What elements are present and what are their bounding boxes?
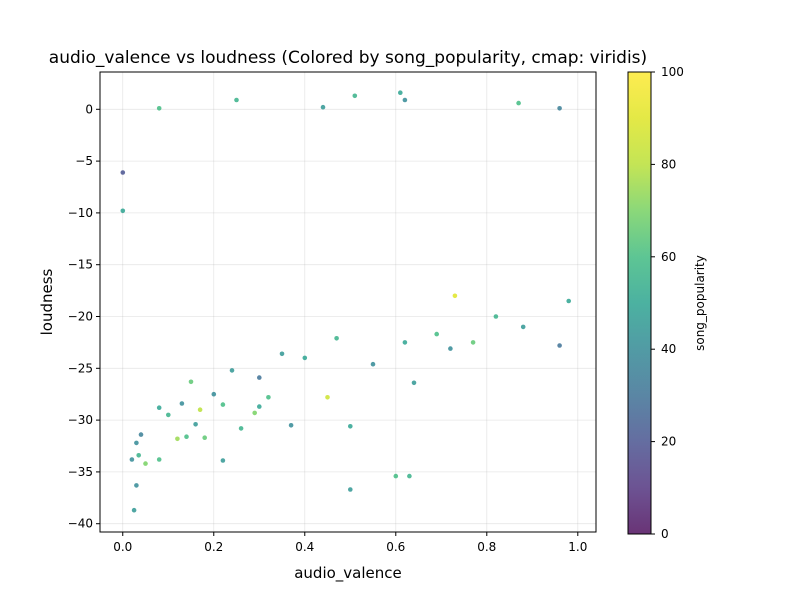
data-point [257, 404, 262, 409]
data-point [220, 458, 226, 463]
y-tick-label: −5 [75, 154, 93, 168]
y-tick-label: −40 [68, 517, 93, 531]
colorbar-tick-label: 60 [661, 250, 676, 264]
y-tick-label: −15 [68, 258, 93, 272]
data-point [197, 407, 203, 413]
data-point [156, 106, 162, 111]
data-point [348, 424, 353, 429]
data-point [156, 457, 162, 462]
data-point [175, 436, 180, 442]
data-point [257, 375, 262, 380]
data-point [179, 401, 185, 406]
data-point [402, 340, 408, 345]
data-point [448, 346, 453, 351]
x-tick-label: 0.0 [113, 540, 132, 554]
data-point [407, 473, 412, 479]
y-tick-label: −25 [68, 361, 93, 375]
data-point [120, 170, 126, 175]
data-point [188, 379, 194, 385]
data-point [288, 423, 294, 428]
data-point [134, 483, 139, 488]
data-point [493, 314, 499, 319]
x-tick-label: 0.2 [204, 540, 223, 554]
data-point [566, 298, 571, 304]
data-point [143, 461, 148, 466]
data-point [156, 405, 162, 411]
x-axis-ticks: 0.0 0.2 0.4 0.6 0.8 1.0 [113, 532, 587, 554]
data-point [402, 97, 408, 103]
data-point [411, 380, 417, 386]
x-axis-label: audio_valence [294, 564, 402, 583]
data-point [120, 208, 126, 214]
data-point [434, 331, 440, 337]
colorbar-ticks: 0 20 40 60 80 100 [651, 65, 684, 541]
y-axis-label: loudness [38, 268, 56, 335]
data-point [557, 343, 562, 348]
data-points [120, 90, 571, 513]
grid-lines [100, 72, 596, 532]
colorbar-tick-label: 0 [661, 527, 669, 541]
plot-background [100, 72, 596, 532]
data-point [202, 435, 207, 441]
data-point [131, 507, 137, 513]
y-tick-label: 0 [85, 102, 93, 116]
data-point [452, 293, 458, 299]
data-point [398, 90, 403, 95]
colorbar: 0 20 40 60 80 100 song_popularity [627, 65, 707, 541]
data-point [238, 426, 244, 431]
data-point [193, 422, 198, 427]
data-point [520, 324, 526, 330]
colorbar-frame [627, 71, 652, 535]
colorbar-tick-label: 20 [661, 435, 676, 449]
data-point [470, 340, 476, 345]
colorbar-label: song_popularity [693, 255, 707, 351]
data-point [266, 395, 271, 400]
data-point [166, 412, 171, 418]
plot-area: 0.0 0.2 0.4 0.6 0.8 1.0 0 −5 −10 −15 −20 −25 −30 −35… [68, 71, 597, 554]
chart-title: audio_valence vs loudness (Colored by so… [49, 48, 647, 68]
data-point [302, 355, 308, 361]
x-tick-label: 0.8 [477, 540, 496, 554]
data-point [352, 93, 358, 99]
data-point [334, 336, 339, 341]
data-point [134, 440, 139, 446]
colorbar-tick-label: 80 [661, 157, 676, 171]
x-tick-label: 1.0 [568, 540, 587, 554]
x-tick-label: 0.6 [386, 540, 405, 554]
colorbar-gradient [628, 72, 651, 534]
plot-frame [99, 71, 597, 533]
data-point [557, 106, 562, 111]
y-tick-label: −20 [68, 310, 93, 324]
data-point [138, 432, 144, 437]
data-point [370, 361, 376, 367]
data-point [220, 402, 226, 407]
data-point [279, 351, 285, 357]
colorbar-tick-label: 100 [661, 65, 684, 79]
data-point [229, 368, 235, 373]
data-point [129, 457, 135, 462]
y-axis-ticks: 0 −5 −10 −15 −20 −25 −30 −35 −40 [68, 102, 100, 531]
data-point [211, 391, 217, 397]
data-point [252, 410, 257, 416]
data-point [393, 473, 399, 479]
data-point [184, 434, 189, 440]
x-tick-label: 0.4 [295, 540, 314, 554]
y-tick-label: −35 [68, 465, 93, 479]
data-point [325, 395, 330, 400]
y-tick-label: −10 [68, 206, 93, 220]
data-point [136, 453, 141, 458]
data-point [348, 487, 353, 492]
data-point [234, 97, 239, 103]
data-point [320, 104, 326, 110]
y-tick-label: −30 [68, 413, 93, 427]
colorbar-tick-label: 40 [661, 342, 676, 356]
data-point [516, 100, 521, 106]
